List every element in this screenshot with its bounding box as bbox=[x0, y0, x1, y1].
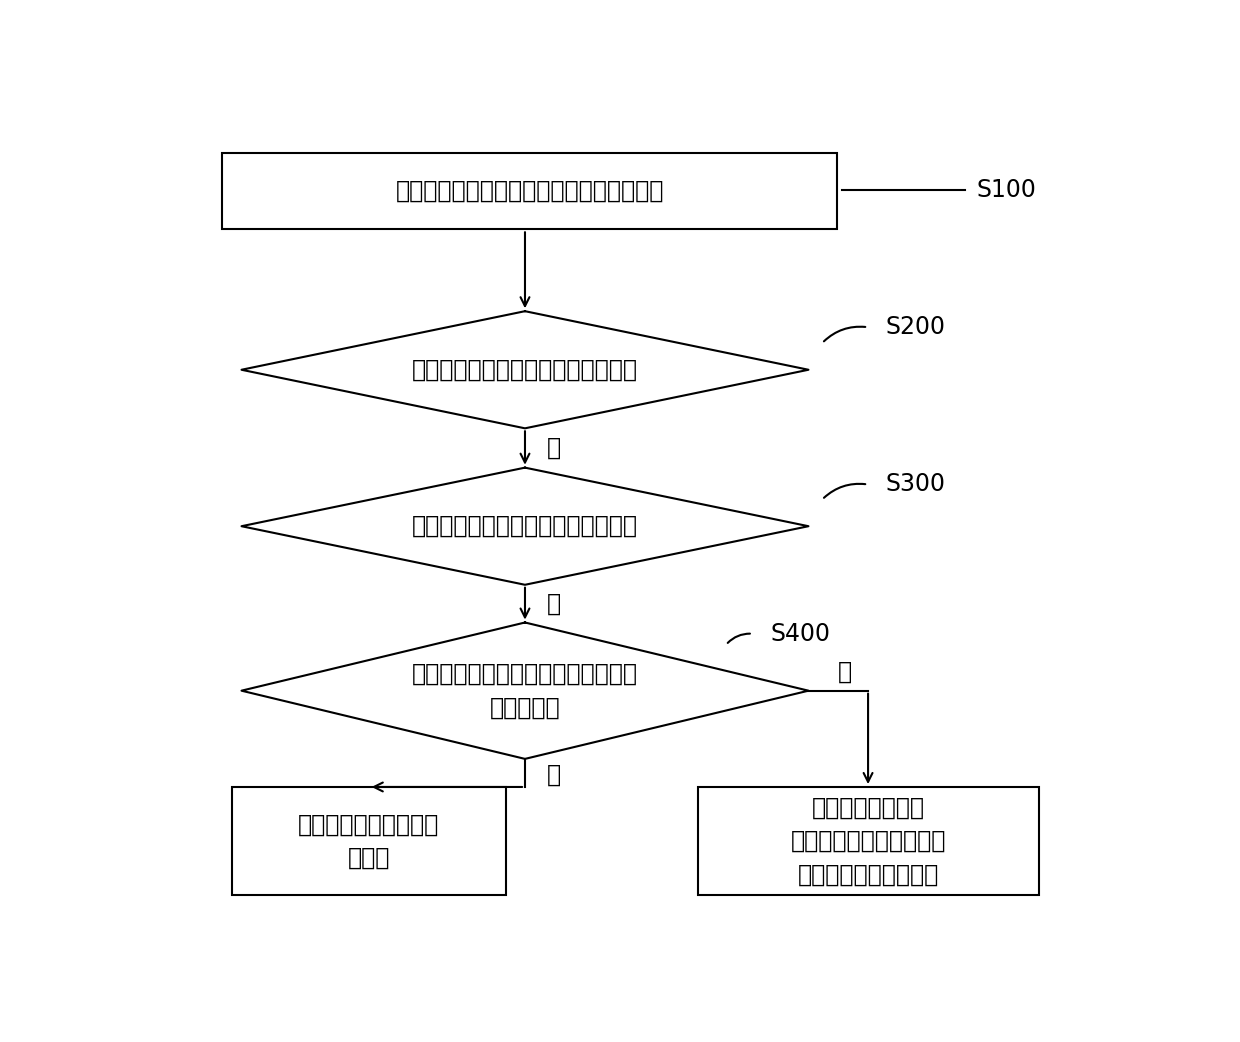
Text: S100: S100 bbox=[977, 178, 1037, 202]
Text: 变频器的运行信号常开接点已经断开: 变频器的运行信号常开接点已经断开 bbox=[412, 514, 639, 539]
Text: S300: S300 bbox=[885, 472, 945, 496]
Text: 瞬时凹陷幅值已达到预设的幅度阈值: 瞬时凹陷幅值已达到预设的幅度阈值 bbox=[412, 357, 639, 381]
Text: 逻辑控制模块获取电源电压的瞬时凹陷幅值: 逻辑控制模块获取电源电压的瞬时凹陷幅值 bbox=[396, 179, 663, 203]
Text: 闭锁变频器的启动指令并检测电源电
压是否恢复: 闭锁变频器的启动指令并检测电源电 压是否恢复 bbox=[412, 662, 639, 719]
Text: 是: 是 bbox=[547, 763, 560, 787]
FancyBboxPatch shape bbox=[222, 153, 837, 229]
Text: S400: S400 bbox=[770, 622, 830, 646]
FancyBboxPatch shape bbox=[232, 787, 506, 895]
Text: S200: S200 bbox=[885, 316, 945, 340]
Text: 否: 否 bbox=[838, 661, 852, 685]
FancyBboxPatch shape bbox=[698, 787, 1039, 895]
Text: 后备电源模块断开
与复位模块之间的连接并
解除变频器的启动指令: 后备电源模块断开 与复位模块之间的连接并 解除变频器的启动指令 bbox=[791, 796, 946, 887]
Text: 是: 是 bbox=[547, 592, 560, 616]
Text: 后备电源模块给复位模
块供电: 后备电源模块给复位模 块供电 bbox=[298, 813, 439, 870]
Text: 是: 是 bbox=[547, 436, 560, 460]
